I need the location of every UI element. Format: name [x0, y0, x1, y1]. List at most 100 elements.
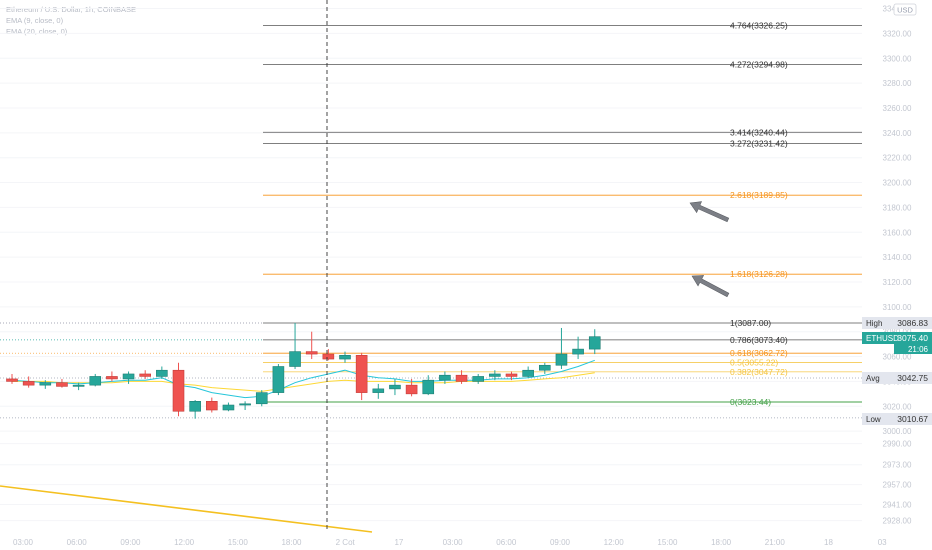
legend-ema-slow: EMA (20, close, 0) — [6, 27, 68, 36]
candle-body — [122, 373, 135, 380]
current-price-marker-value: 3075.40 — [897, 333, 928, 343]
price-tick-label: 3300.00 — [883, 54, 912, 63]
fib-level-label: 3.414(3240.44) — [730, 127, 788, 137]
candle — [272, 364, 285, 396]
candle — [588, 329, 601, 355]
current-price-marker-bg — [862, 332, 932, 344]
price-tick-label: 3280.00 — [883, 79, 912, 88]
candle — [489, 370, 501, 381]
candle — [572, 336, 584, 360]
candle-body — [322, 353, 335, 360]
high-marker-value: 3086.83 — [897, 318, 928, 328]
candle-body — [56, 382, 68, 387]
candle-body — [305, 351, 318, 355]
candle — [538, 362, 551, 374]
fib-extension-tool: 4.764(3326.25) 4.272(3294.98) 3.414(3240.4… — [0, 21, 862, 419]
time-tick-label: 03:00 — [13, 538, 34, 547]
candle — [355, 352, 368, 401]
candle — [472, 373, 485, 384]
current-price-marker-label: ETHUSD — [866, 334, 899, 343]
candle-body — [339, 355, 351, 360]
time-tick-label: 18:00 — [281, 538, 302, 547]
high-marker: High 3086.83 — [862, 317, 932, 329]
avg-marker-label: Avg — [866, 374, 880, 383]
candle — [439, 371, 451, 384]
candle — [206, 397, 218, 413]
price-tick-label: 3220.00 — [883, 154, 912, 163]
low-marker-label: Low — [866, 415, 881, 424]
candle — [172, 362, 185, 417]
candle-body — [189, 401, 201, 412]
price-tick-label: 3000.00 — [883, 427, 912, 436]
candle-body — [472, 376, 485, 382]
time-tick-label: 09:00 — [550, 538, 571, 547]
arrow-annotation — [691, 275, 730, 298]
candle-body — [405, 384, 418, 395]
candle-body — [538, 364, 551, 371]
ema-slow-line — [12, 372, 595, 392]
price-tick-label: 2973.00 — [883, 461, 912, 470]
fib-level-label: 0.618(3062.72) — [730, 348, 788, 358]
annotation-arrows — [689, 201, 730, 298]
ema-fast-line — [11, 359, 595, 399]
candle-body — [522, 369, 534, 377]
ema-layer — [11, 359, 595, 399]
candle — [305, 331, 318, 360]
price-tick-label: 3320.00 — [883, 29, 912, 38]
time-tick-label: 15:00 — [657, 538, 678, 547]
candle — [372, 383, 385, 399]
arrow-annotation — [689, 201, 730, 223]
candle-body — [239, 403, 251, 406]
candle — [22, 376, 35, 388]
candle — [505, 371, 518, 381]
trendline-layer — [0, 485, 373, 533]
candle-body — [255, 392, 268, 405]
candle — [156, 366, 168, 379]
candle-body — [6, 378, 18, 382]
candle — [56, 378, 68, 388]
fib-level-label: 1(3087.00) — [730, 318, 771, 328]
currency-badge-label: USD — [897, 6, 913, 15]
high-marker-label: High — [866, 319, 882, 328]
time-tick-label: 03 — [878, 538, 887, 547]
countdown-bg — [894, 344, 932, 354]
time-tick-label: 09:00 — [120, 538, 141, 547]
fib-level-label: 2.618(3189.85) — [730, 190, 788, 200]
price-tick-label: 3100.00 — [883, 303, 912, 312]
candle — [389, 378, 401, 396]
time-tick-label: 15:00 — [228, 538, 249, 547]
time-tick-label: 18 — [824, 538, 833, 547]
candle — [455, 370, 468, 384]
candle-body — [372, 388, 385, 393]
candle-body — [39, 382, 52, 386]
price-tick-label: 3020.00 — [883, 402, 912, 411]
currency-badge[interactable] — [893, 3, 917, 16]
candle — [422, 375, 435, 396]
arrow-shape — [689, 201, 730, 223]
time-tick-label: 06:00 — [67, 538, 88, 547]
candle-body — [139, 373, 151, 377]
fib-level-label: 0(3023.44) — [730, 397, 771, 407]
price-tick-label: 3120.00 — [883, 278, 912, 287]
candle-body — [489, 373, 501, 377]
candle — [72, 382, 85, 391]
candle-body — [505, 373, 518, 377]
trendline — [0, 485, 373, 533]
fib-level-label: 0.5(3055.22) — [730, 358, 778, 368]
price-tick-label: 3240.00 — [883, 129, 912, 138]
candle — [322, 349, 335, 361]
high-marker-bg — [862, 317, 932, 329]
candle — [289, 323, 301, 369]
time-tick-label: 17 — [394, 538, 403, 547]
candle-body — [439, 374, 451, 381]
candle-body — [389, 384, 401, 390]
fib-level-label: 4.272(3294.98) — [730, 59, 788, 69]
avg-marker: Avg 3042.75 — [862, 372, 932, 384]
avg-marker-bg — [862, 372, 932, 384]
low-marker-bg — [862, 413, 932, 425]
price-tick-label: 2990.00 — [883, 440, 912, 449]
price-tick-label: 2928.00 — [883, 517, 912, 526]
low-marker: Low 3010.67 — [862, 413, 932, 425]
